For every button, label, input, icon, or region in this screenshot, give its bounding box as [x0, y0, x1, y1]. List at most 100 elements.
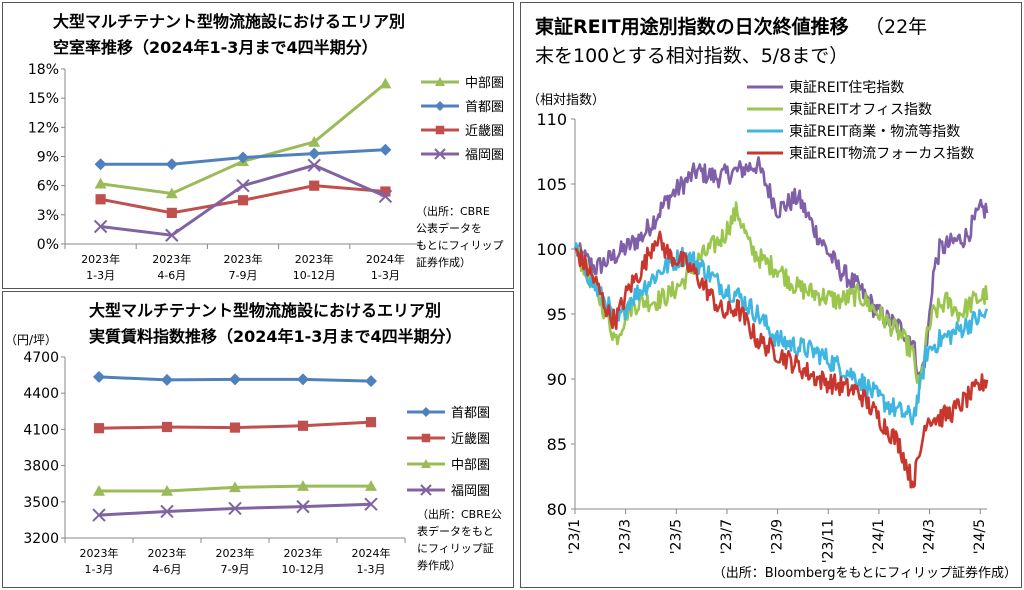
data-point — [165, 187, 178, 199]
y-tick-label: 12% — [28, 120, 59, 136]
legend-label: 東証REIT住宅指数 — [789, 80, 904, 96]
legend-marker — [421, 433, 431, 443]
data-point — [166, 207, 177, 218]
x-tick-label: '24/3 — [922, 519, 938, 554]
chart-title-suffix: （22年 — [865, 16, 927, 38]
data-point — [297, 420, 309, 431]
x-tick-label: 1-3月 — [357, 563, 386, 576]
y-tick-label: 90 — [547, 370, 567, 389]
source-note: 券作成） — [417, 558, 461, 572]
legend-marker — [420, 484, 432, 496]
data-point — [308, 135, 321, 147]
data-point — [161, 484, 173, 496]
legend-marker — [421, 459, 431, 468]
y-tick-label: 18% — [28, 62, 59, 78]
y-tick-label: 3800 — [23, 459, 59, 475]
data-point — [229, 481, 241, 493]
y-tick-label: 100 — [536, 240, 567, 259]
data-point — [365, 375, 377, 388]
x-tick-label: '24/1 — [871, 519, 887, 554]
legend-label: 近畿圏 — [451, 432, 490, 447]
data-point — [161, 373, 173, 386]
source-note: （出所：Bloombergをもとにフィリップ証券作成） — [713, 565, 1017, 581]
legend-label: 中部圏 — [451, 458, 490, 473]
y-tick-label: 4400 — [23, 386, 59, 402]
series-line — [574, 201, 989, 390]
x-tick-label: 1-3月 — [371, 269, 400, 282]
legend-label: 東証REIT商業・物流等指数 — [789, 123, 960, 140]
vacancy-rate-chart: 大型マルチテナント型物流施設におけるエリア別空室率推移（2024年1-3月まで4… — [28, 12, 504, 282]
data-point — [165, 158, 178, 171]
data-point — [297, 480, 309, 491]
data-point — [95, 194, 106, 205]
x-tick-label: 4-6月 — [157, 269, 186, 282]
y-tick-label: 105 — [536, 175, 567, 194]
x-tick-label: 2023年 — [152, 252, 191, 266]
tse-reit-index-chart: 東証REIT用途別指数の日次終値推移 （22年末を100とする相対指数、5/8まで… — [527, 15, 1017, 581]
x-tick-label: '23/9 — [770, 519, 786, 554]
x-tick-label: 2023年 — [224, 252, 263, 266]
y-tick-label: 4700 — [23, 350, 59, 366]
x-tick-label: 2024年 — [352, 546, 391, 560]
x-tick-label: 2023年 — [148, 546, 187, 560]
legend-label: 中部圏 — [465, 76, 504, 91]
y-tick-label: 0% — [37, 237, 59, 253]
data-point — [365, 417, 377, 428]
x-tick-label: '23/5 — [668, 519, 684, 554]
x-tick-label: '23/1 — [567, 519, 583, 554]
source-note: （出所：CBRE — [416, 204, 490, 218]
legend-label: 福岡圏 — [451, 484, 490, 499]
x-tick-label: 2023年 — [81, 252, 120, 266]
y-tick-label: 6% — [37, 179, 59, 195]
data-point — [94, 158, 107, 171]
rent-index-chart-panel: 大型マルチテナント型物流施設におけるエリア別 実質賃料指数推移（2024年1-3月… — [2, 291, 514, 588]
data-point — [93, 484, 105, 496]
x-tick-label: '23/3 — [618, 519, 634, 554]
legend-label: 東証REITオフィス指数 — [789, 102, 932, 118]
data-point — [161, 421, 173, 433]
x-tick-label: '23/7 — [719, 519, 735, 554]
data-point — [236, 178, 250, 193]
source-note: にフィリップ証 — [417, 542, 494, 555]
data-point — [297, 373, 309, 386]
tse-reit-index-chart-panel: 東証REIT用途別指数の日次終値推移 （22年 末を100とする相対指数、5/8まで… — [520, 2, 1022, 588]
data-point — [93, 423, 105, 434]
data-point — [93, 370, 105, 383]
x-tick-label: 1-3月 — [85, 563, 114, 576]
chart-title: 大型マルチテナント型物流施設におけるエリア別 — [53, 12, 405, 31]
chart-title: 東証REIT用途別指数の日次終値推移 — [535, 15, 849, 38]
data-point — [308, 147, 321, 160]
x-tick-label: 7-9月 — [229, 269, 258, 282]
data-point — [93, 219, 108, 234]
data-point — [379, 143, 392, 156]
chart-subtitle: 実質賃料指数推移（2024年1-3月まで4四半期分） — [89, 327, 462, 346]
data-point — [307, 158, 321, 172]
data-point — [380, 186, 391, 197]
legend-label: 近畿圏 — [465, 124, 504, 139]
y-tick-label: 15% — [28, 91, 59, 107]
legend-label: 福岡圏 — [465, 148, 504, 163]
legend-marker — [421, 407, 431, 417]
source-note: 公表データを — [416, 221, 482, 235]
y-tick-label: 110 — [536, 110, 567, 129]
legend-label: 首都圏 — [465, 100, 504, 115]
series-line — [574, 230, 989, 489]
legend-marker — [435, 125, 445, 135]
data-point — [296, 499, 310, 514]
legend-label: 東証REIT物流フォーカス指数 — [789, 146, 974, 162]
x-tick-label: 2023年 — [216, 546, 255, 560]
legend-marker — [434, 148, 446, 160]
y-tick-label: 85 — [547, 435, 567, 454]
y-tick-label: 80 — [547, 500, 567, 519]
x-tick-label: 10-12月 — [293, 269, 336, 282]
x-tick-label: '24/5 — [972, 519, 988, 554]
data-point — [237, 195, 249, 206]
data-point — [309, 180, 320, 191]
legend-marker — [435, 77, 445, 86]
vacancy-rate-chart-panel: 大型マルチテナント型物流施設におけるエリア別 空室率推移（2024年1-3月まで4… — [2, 2, 514, 289]
y-tick-label: 3% — [37, 208, 59, 224]
y-tick-label: 3500 — [23, 495, 59, 511]
legend-marker — [435, 101, 445, 111]
data-point — [229, 422, 241, 433]
x-tick-label: 2023年 — [284, 546, 323, 560]
